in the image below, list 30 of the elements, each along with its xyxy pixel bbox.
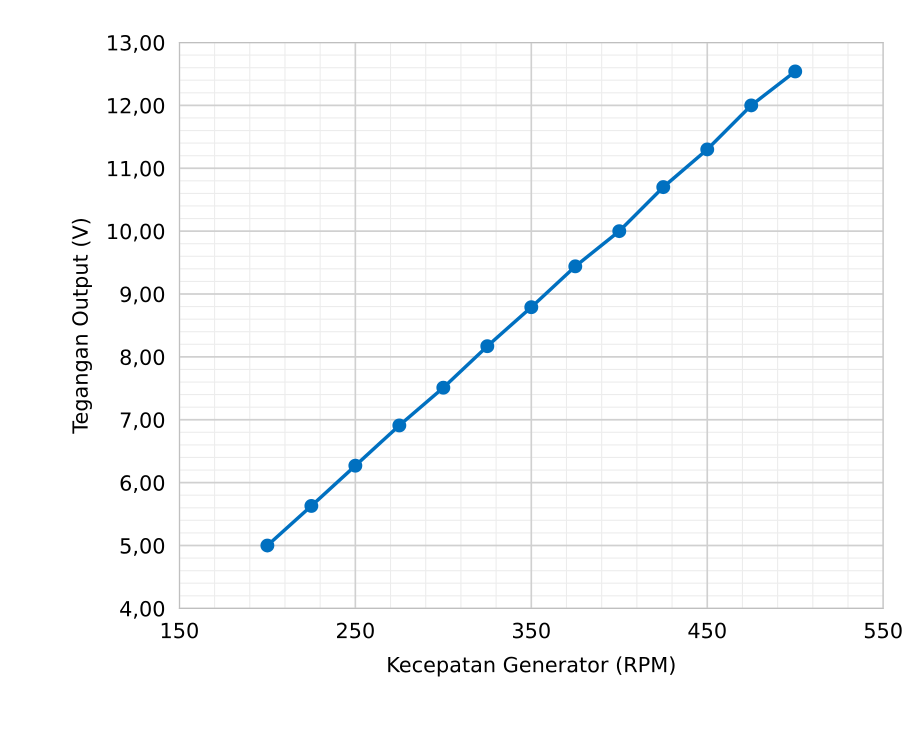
y-tick-label: 12,00: [108, 98, 164, 116]
x-tick-label: 550: [864, 622, 902, 638]
x-tick-label: 150: [162, 622, 198, 638]
point: [480, 339, 494, 354]
point: [304, 498, 318, 513]
point: [656, 180, 670, 194]
y-axis-title: Tegangan Output (V): [72, 218, 92, 434]
y-tick-label: 4,00: [120, 600, 164, 619]
y-tick-label: 10,00: [108, 224, 164, 242]
point: [348, 458, 362, 473]
y-tick-label: 11,00: [108, 160, 164, 179]
point: [392, 418, 406, 432]
x-tick-label: 250: [336, 622, 374, 638]
point: [700, 142, 714, 156]
y-tick-label: 8,00: [120, 349, 164, 368]
point: [524, 300, 538, 314]
y-tick-label: 5,00: [120, 538, 164, 556]
x-tick-label: 350: [513, 622, 550, 638]
point: [436, 380, 450, 395]
y-tick-label: 7,00: [120, 412, 164, 430]
y-tick-label: 9,00: [120, 286, 164, 304]
point: [612, 224, 626, 238]
x-tick-label: 450: [688, 622, 726, 638]
point: [744, 98, 758, 112]
y-tick-label: 13,00: [108, 34, 164, 53]
point: [260, 538, 274, 552]
x-axis-title: Kecepatan Generator (RPM): [388, 656, 675, 676]
point: [568, 259, 582, 274]
y-tick-label: 6,00: [120, 475, 164, 493]
point: [788, 64, 802, 78]
